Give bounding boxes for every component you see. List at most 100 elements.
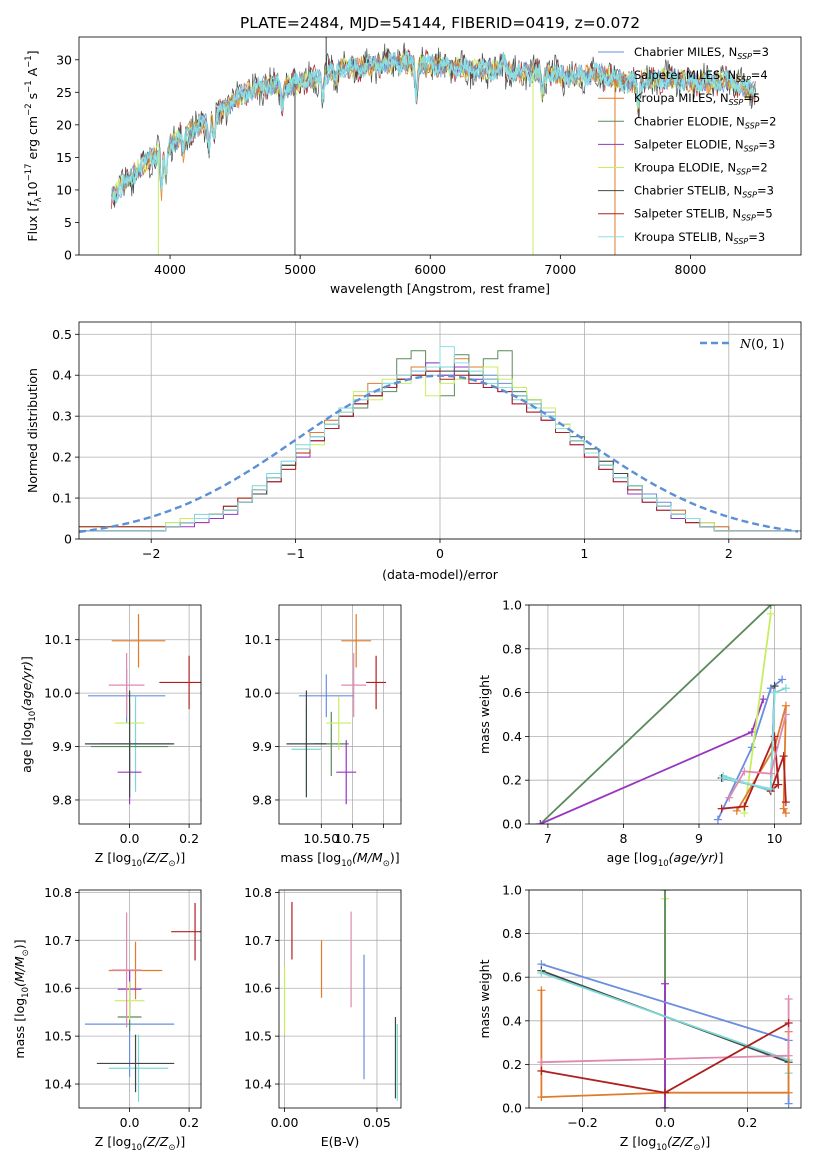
label-part: SSP — [744, 144, 759, 153]
label-part: =2 — [751, 161, 768, 175]
histogram-kroupa-miles — [79, 358, 801, 532]
label-part: SSP — [737, 52, 752, 61]
label-part: Kroupa STELIB, N — [634, 230, 734, 244]
y-tick-label: 0.2 — [502, 1057, 522, 1072]
label-part: f — [25, 201, 40, 207]
y-axis-label: age [log10(age/yr)] — [19, 656, 38, 773]
y-tick-label: 10.6 — [44, 981, 72, 996]
axes-frame — [78, 321, 802, 540]
label-part: 10 — [21, 987, 31, 998]
legend-entry: Salpeter MILES, NSSP=4 — [634, 68, 768, 84]
histogram-kroupa-elodie — [79, 366, 801, 532]
weight-line-kroupa-elodie — [743, 613, 772, 814]
y-axis-label: Flux [fλ10−17 erg cm−2 s−1 A−1] — [24, 50, 44, 241]
label-part: (Z/Z — [142, 850, 169, 865]
x-tick-label: 10 — [767, 831, 783, 846]
x-axis-label: Z [log10(Z/Z⊙)] — [95, 850, 185, 869]
label-part: (age/yr) — [669, 850, 719, 865]
y-tick-label: 10.1 — [44, 632, 72, 647]
label-part: −1 — [24, 55, 34, 68]
y-tick-label: 0.0 — [502, 817, 522, 832]
label-part: )] — [175, 1134, 185, 1149]
y-tick-label: 10.1 — [244, 632, 272, 647]
y-tick-label: 0.2 — [52, 450, 72, 465]
plot-area-weight-vs-age — [536, 605, 790, 824]
panels-group: 4000 5000 6000 7000 8000051015202530waveleng… — [12, 36, 802, 1153]
y-tick-label: 0.4 — [502, 729, 522, 744]
histogram-chabrier-miles — [79, 366, 801, 532]
x-tick-label: 7 — [544, 831, 552, 846]
x-tick-label: 9 — [695, 831, 703, 846]
label-part: ] — [19, 656, 34, 661]
y-tick-label: 10.6 — [244, 981, 272, 996]
x-tick-label: −0.2 — [567, 1115, 597, 1130]
label-part: −17 — [24, 163, 34, 181]
legend-entry: Kroupa STELIB, NSSP=3 — [634, 230, 765, 246]
label-part: =3 — [757, 184, 774, 198]
y-tick-label: 25 — [56, 85, 72, 100]
label-part: 10 — [656, 1143, 667, 1153]
legend-entry: Salpeter ELODIE, NSSP=3 — [634, 137, 775, 153]
histogram-salpeter-miles — [79, 362, 801, 532]
y-tick-label: 0 — [64, 532, 72, 547]
label-part: SSP — [745, 121, 760, 130]
label-part: ] — [718, 850, 723, 865]
plot-area-age-vs-Z — [84, 614, 201, 805]
panel-mass-vs-EBV: 0.00 0.05 10.4 10.5 10.6 10.7 10.8 E(B-V) — [244, 885, 402, 1149]
plot-area-mass-vs-EBV — [283, 901, 398, 1101]
label-part: Salpeter MILES, N — [634, 68, 736, 82]
y-tick-label: 9.8 — [52, 792, 72, 807]
x-axis-label: (data-model)/error — [382, 567, 499, 582]
label-part: Kroupa MILES, N — [634, 91, 729, 105]
weight-line-chabrier-miles — [717, 678, 783, 820]
legend-entry: Chabrier MILES, NSSP=3 — [634, 45, 769, 61]
weight-line-chabrier-elodie — [539, 605, 772, 824]
grid-mass-vs-EBV — [279, 890, 401, 1108]
label-part: mass [log — [12, 998, 27, 1059]
legend-entry: Kroupa MILES, NSSP=5 — [634, 91, 760, 107]
y-axis-label: mass weight — [477, 675, 492, 754]
spectrum-line-kroupa-stelib — [111, 49, 757, 204]
histogram-kroupa-stelib — [79, 346, 801, 532]
label-part: )] — [700, 1134, 710, 1149]
legend-entry-normal: N(0, 1) — [739, 336, 785, 351]
label-part: =3 — [752, 45, 769, 59]
label-part: =5 — [756, 207, 773, 221]
label-part: Salpeter STELIB, N — [634, 207, 741, 221]
label-part: 10 — [25, 181, 40, 197]
label-part: Z [log — [95, 850, 131, 865]
label-part: Chabrier STELIB, N — [634, 184, 742, 198]
figure-title: PLATE=2484, MJD=54144, FIBERID=0419, z=0… — [240, 14, 640, 32]
axes-frame — [78, 604, 202, 825]
label-part: )] — [12, 939, 27, 949]
x-tick-label: 0.0 — [120, 1115, 140, 1130]
label-part: (0, 1) — [751, 336, 785, 351]
label-part: SSP — [742, 191, 757, 200]
label-part: SSP — [741, 214, 756, 223]
panel-age-vs-Z: 0.0 0.29.89.910.010.1Z [log10(Z/Z⊙)]age [… — [19, 604, 202, 869]
grid-mass-vs-Z — [79, 890, 201, 1108]
panel-weight-vs-Z: −0.2 0.0 0.2 0.0 0.2 0.4 0.6 0.8 1.0 Z [log10(Z/Z… — [477, 883, 802, 1153]
label-part: SSP — [734, 237, 749, 246]
label-part: 10 — [341, 859, 352, 869]
y-tick-label: 9.9 — [52, 739, 72, 754]
y-tick-label: 10.4 — [44, 1077, 72, 1092]
grid-age-vs-mass — [279, 605, 401, 824]
y-tick-label: 15 — [56, 150, 72, 165]
label-part: =2 — [760, 114, 777, 128]
label-part: )] — [175, 850, 185, 865]
label-part: Z [log — [95, 1134, 131, 1149]
x-tick-label: 0.00 — [271, 1115, 299, 1130]
label-part: 10 — [131, 1143, 142, 1153]
weight-line-kroupa-miles — [736, 705, 787, 814]
legend-entry: Chabrier STELIB, NSSP=3 — [634, 184, 774, 200]
x-axis-label: mass [log10(M/M⊙)] — [280, 850, 399, 869]
x-tick-label: 0.2 — [737, 1115, 757, 1130]
histogram-chabrier-stelib — [79, 366, 801, 532]
label-part: (M/M — [352, 850, 383, 865]
label-part: age [log — [19, 722, 34, 773]
grid-weight-vs-age — [529, 604, 801, 825]
label-part: 10 — [28, 711, 38, 722]
